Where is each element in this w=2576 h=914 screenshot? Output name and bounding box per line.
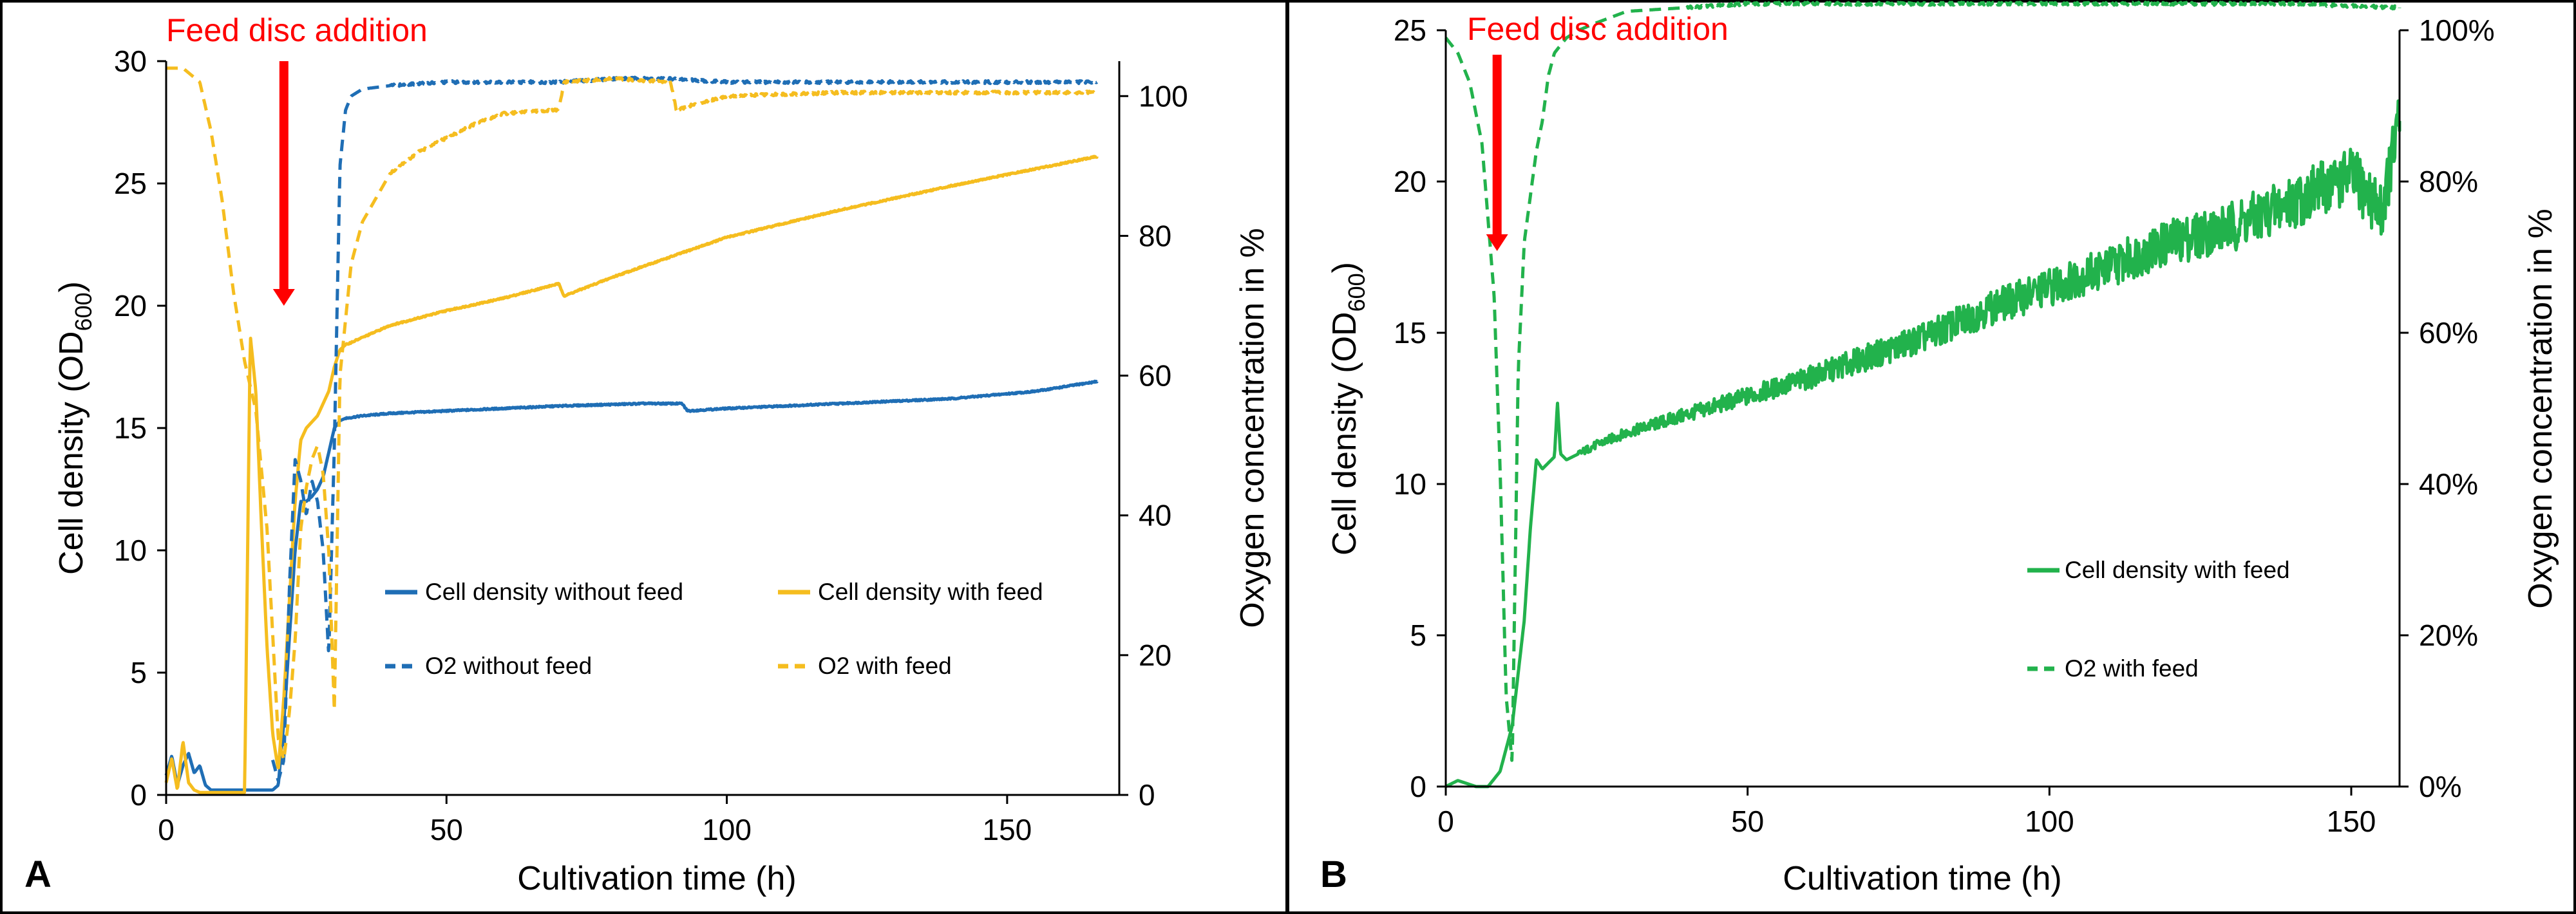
y-tick-label: 0 bbox=[130, 778, 147, 812]
x-tick-label: 0 bbox=[1437, 805, 1454, 838]
y-tick-label: 25 bbox=[114, 167, 147, 200]
y2-tick-label: 60% bbox=[2419, 316, 2478, 350]
x-tick-label: 50 bbox=[1731, 805, 1764, 838]
y-tick-label: 0 bbox=[1410, 770, 1426, 803]
x-tick-label: 150 bbox=[983, 813, 1032, 846]
y-tick-label: 30 bbox=[114, 44, 147, 78]
y2-tick-label: 20% bbox=[2419, 619, 2478, 652]
panel-a-y2-ticks: 0 20 40 60 80 100 bbox=[1119, 79, 1188, 812]
y2-tick-label: 0 bbox=[1139, 778, 1155, 812]
y-tick-label: 10 bbox=[1394, 467, 1426, 501]
panel-a-series bbox=[164, 66, 1099, 794]
feed-arrow-head bbox=[272, 289, 295, 306]
y-tick-label: 5 bbox=[1410, 619, 1426, 652]
x-tick-label: 0 bbox=[158, 813, 175, 846]
legend-cell-without-feed: Cell density without feed bbox=[425, 579, 683, 605]
x-tick-label: 100 bbox=[2025, 805, 2074, 838]
panel-b-feed-arrow bbox=[1486, 55, 1508, 251]
panel-b-frame bbox=[1287, 0, 2576, 914]
panel-b-y2-ticks: 0% 20% 40% 60% 80% 100% bbox=[2400, 14, 2495, 803]
legend-cell-with-feed: Cell density with feed bbox=[818, 579, 1043, 605]
x-tick-label: 150 bbox=[2327, 805, 2376, 838]
y-tick-label: 25 bbox=[1394, 14, 1426, 47]
panel-a-x-title: Cultivation time (h) bbox=[517, 860, 796, 897]
panel-b-letter: B bbox=[1320, 853, 1347, 895]
legend-o2-without-feed: O2 without feed bbox=[425, 653, 592, 679]
x-tick-label: 50 bbox=[430, 813, 463, 846]
series-cell-density-with-feed bbox=[1444, 99, 2401, 788]
panel-a-letter: A bbox=[24, 853, 52, 895]
panel-a-y-ticks: 0 5 10 15 20 25 30 bbox=[114, 44, 166, 812]
legend-green-cell-with-feed: Cell density with feed bbox=[2065, 557, 2290, 583]
series-cell-density-with-feed bbox=[164, 154, 1099, 794]
panel-a-frame bbox=[0, 0, 1288, 914]
panel-b-series bbox=[1444, 1, 2401, 788]
series-cell-density-without-feed bbox=[164, 379, 1099, 792]
panel-b-y-title: Cell density (OD600) bbox=[1326, 262, 1370, 555]
y-tick-label: 15 bbox=[114, 411, 147, 445]
panel-b-legend: Cell density with feed O2 with feed bbox=[2027, 557, 2290, 682]
y-tick-label: 20 bbox=[114, 289, 147, 322]
panel-a-y-title: Cell density (OD600) bbox=[53, 281, 97, 575]
y-tick-label: 5 bbox=[130, 656, 147, 689]
panel-b-x-ticks: 0 50 100 150 bbox=[1437, 787, 2376, 838]
y2-tick-label: 0% bbox=[2419, 770, 2461, 803]
legend-green-o2-with-feed: O2 with feed bbox=[2065, 655, 2199, 682]
y2-tick-label: 20 bbox=[1139, 639, 1171, 672]
panel-a-y2-title: Oxygen concentration in % bbox=[1234, 228, 1271, 628]
y-tick-label: 20 bbox=[1394, 165, 1426, 198]
series-o2-with-feed bbox=[165, 66, 1099, 761]
x-tick-label: 100 bbox=[702, 813, 752, 846]
feed-arrow-head bbox=[1486, 234, 1508, 251]
panel-b-y2-title: Oxygen concentration in % bbox=[2522, 209, 2559, 608]
panel-b-x-title: Cultivation time (h) bbox=[1783, 860, 2061, 897]
panel-b-annotation: Feed disc addition bbox=[1467, 11, 1728, 47]
y2-tick-label: 40% bbox=[2419, 467, 2478, 501]
panel-a-annotation: Feed disc addition bbox=[166, 12, 428, 48]
panel-a: 0 50 100 150 0 5 10 15 20 25 30 0 20 40 60 80 100 Cult… bbox=[24, 12, 1271, 897]
panel-a-feed-arrow bbox=[272, 61, 295, 306]
panel-a-legend: Cell density without feed Cell density w… bbox=[385, 579, 1043, 679]
y-tick-label: 10 bbox=[114, 534, 147, 567]
y-tick-label: 15 bbox=[1394, 316, 1426, 350]
y2-tick-label: 80 bbox=[1139, 219, 1171, 252]
y2-tick-label: 40 bbox=[1139, 499, 1171, 532]
y2-tick-label: 60 bbox=[1139, 359, 1171, 393]
panel-a-x-ticks: 0 50 100 150 bbox=[158, 795, 1032, 846]
panel-b-y-ticks: 0 5 10 15 20 25 bbox=[1394, 14, 1446, 803]
y2-tick-label: 100% bbox=[2419, 14, 2495, 47]
y2-tick-label: 80% bbox=[2419, 165, 2478, 198]
legend-o2-with-feed: O2 with feed bbox=[818, 653, 952, 679]
y2-tick-label: 100 bbox=[1139, 79, 1188, 113]
series-o2-without-feed bbox=[270, 75, 1099, 782]
series-o2-with-feed bbox=[1444, 1, 2401, 762]
